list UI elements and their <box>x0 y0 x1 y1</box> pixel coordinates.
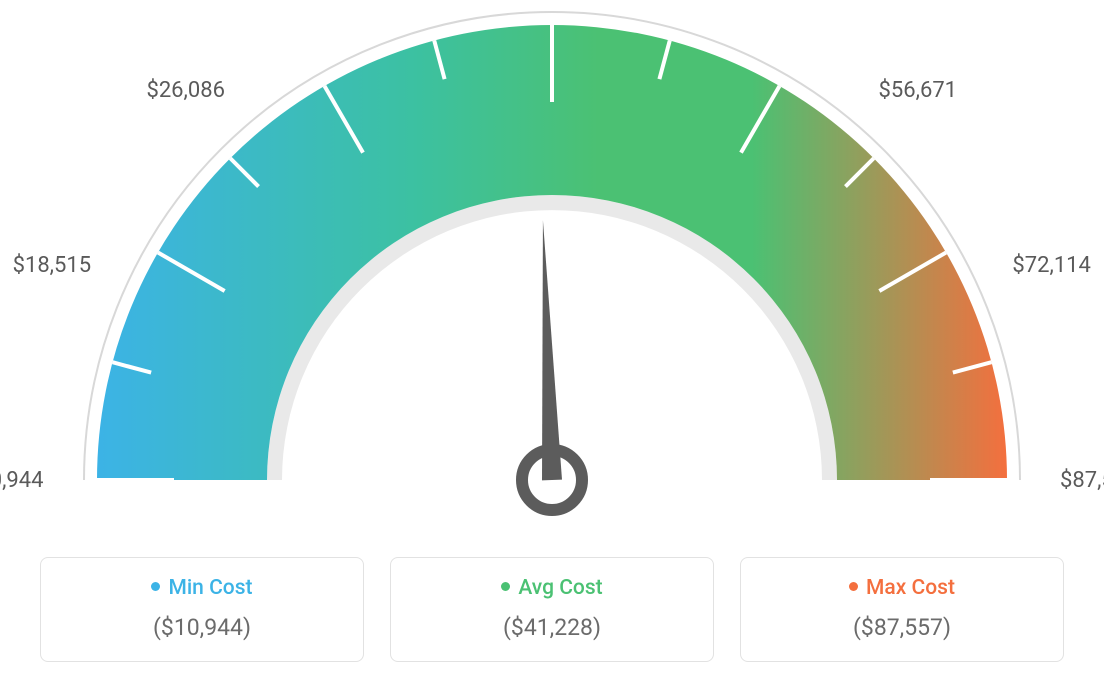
gauge-scale-label: $87,557 <box>1060 468 1104 493</box>
avg-cost-card: Avg Cost ($41,228) <box>390 557 714 662</box>
avg-cost-value: ($41,228) <box>401 614 703 641</box>
min-cost-value: ($10,944) <box>51 614 353 641</box>
avg-cost-title: Avg Cost <box>401 576 703 600</box>
min-cost-card: Min Cost ($10,944) <box>40 557 364 662</box>
max-cost-title: Max Cost <box>751 576 1053 600</box>
max-cost-value: ($87,557) <box>751 614 1053 641</box>
min-cost-title: Min Cost <box>51 576 353 600</box>
avg-dot-icon <box>501 582 510 591</box>
gauge-scale-label: $26,086 <box>146 78 225 103</box>
summary-cards: Min Cost ($10,944) Avg Cost ($41,228) Ma… <box>40 557 1064 662</box>
gauge-chart: $10,944$18,515$26,086$41,228$56,671$72,1… <box>0 0 1104 540</box>
min-cost-title-text: Min Cost <box>168 576 252 600</box>
gauge-scale-label: $18,515 <box>13 253 92 278</box>
gauge-scale-label: $10,944 <box>0 468 44 493</box>
min-dot-icon <box>151 582 160 591</box>
max-dot-icon <box>849 582 858 591</box>
gauge-scale-label: $56,671 <box>879 78 958 103</box>
max-cost-title-text: Max Cost <box>866 576 955 600</box>
avg-cost-title-text: Avg Cost <box>518 576 602 600</box>
gauge-scale-label: $72,114 <box>1012 253 1091 278</box>
max-cost-card: Max Cost ($87,557) <box>740 557 1064 662</box>
